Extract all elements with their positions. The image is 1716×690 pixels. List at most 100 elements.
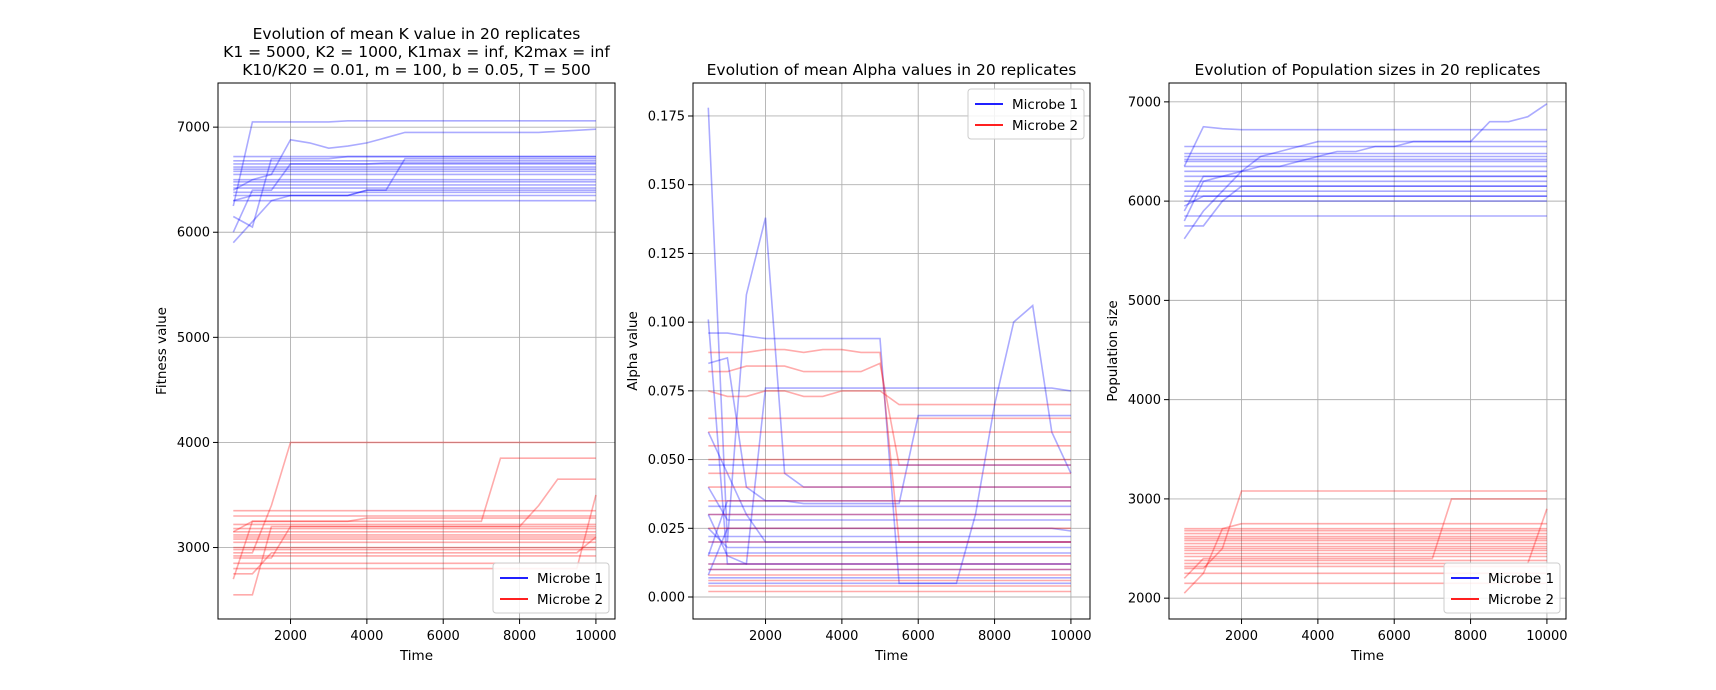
- legend: Microbe 1 Microbe 2: [967, 88, 1085, 140]
- legend-label: Microbe 2: [1012, 118, 1078, 134]
- y-tick-label: 4000: [1128, 393, 1161, 408]
- y-tick-label: 4000: [177, 436, 210, 451]
- y-tick-label: 2000: [1128, 592, 1161, 607]
- microbe-1-line: [708, 304, 1072, 585]
- legend-box: [1443, 562, 1561, 614]
- y-tick-label: 5000: [177, 331, 210, 346]
- microbe-1-line: [1183, 140, 1547, 240]
- microbe-1-line: [707, 499, 1071, 557]
- chart-title-line: Evolution of mean K value in 20 replicat…: [253, 25, 581, 43]
- microbe-1-line: [232, 157, 596, 244]
- x-tick-label: 4000: [825, 629, 858, 644]
- axes-frame: [692, 82, 1091, 620]
- x-tick-label: 2000: [274, 629, 307, 644]
- chart-title-line: K10/K20 = 0.01, m = 100, b = 0.05, T = 5…: [242, 61, 591, 79]
- y-tick-label: 3000: [177, 541, 210, 556]
- microbe-2-line: [233, 536, 597, 575]
- y-tick-label: 0.000: [648, 591, 685, 606]
- microbe-2-line: [233, 441, 596, 554]
- y-tick-label: 3000: [1128, 492, 1161, 507]
- microbe-1-line: [233, 189, 596, 202]
- y-tick-label: 6000: [177, 226, 210, 241]
- y-tick-label: 0.075: [648, 384, 685, 399]
- microbe-1-line: [707, 527, 1072, 576]
- microbe-1-line: [1183, 103, 1548, 222]
- x-axis-label: Time: [874, 648, 908, 664]
- microbe-1-line: [707, 486, 1071, 521]
- y-tick-label: 0.125: [648, 247, 685, 262]
- microbe-1-line: [707, 527, 1071, 549]
- x-tick-label: 4000: [1301, 629, 1334, 644]
- axes-frame: [1168, 82, 1567, 620]
- microbe-2-line: [233, 478, 596, 559]
- legend-box: [967, 88, 1085, 140]
- x-tick-label: 6000: [427, 629, 460, 644]
- subplot-3: 2000 4000 6000 8000 10000 2000 3000 4000 5000 600…: [1105, 61, 1568, 664]
- series-group: [1183, 103, 1548, 594]
- axes-frame: [217, 82, 616, 620]
- legend-box: [492, 562, 610, 614]
- microbe-1-line: [707, 319, 1072, 565]
- y-axis-label: Population size: [1105, 300, 1121, 401]
- microbe-2-line: [1184, 490, 1547, 570]
- subplot-1: 2000 4000 6000 8000 10000 3000 4000 5000 6000 700…: [154, 25, 617, 664]
- series-group: [232, 120, 597, 596]
- x-tick-label: 10000: [1050, 629, 1091, 644]
- legend: Microbe 1 Microbe 2: [492, 562, 610, 614]
- x-axis-label: Time: [399, 648, 433, 664]
- legend-label: Microbe 1: [1488, 571, 1554, 587]
- microbe-1-line: [232, 120, 596, 207]
- y-tick-label: 6000: [1128, 195, 1161, 210]
- microbe-1-line: [708, 356, 1071, 505]
- microbe-1-line: [1183, 175, 1547, 212]
- x-tick-label: 2000: [1225, 629, 1258, 644]
- microbe-1-line: [1183, 125, 1547, 167]
- microbe-1-line: [232, 128, 596, 191]
- microbe-2-line: [233, 525, 596, 596]
- legend-label: Microbe 1: [1012, 97, 1078, 113]
- microbe-2-line: [1183, 522, 1547, 594]
- microbe-2-line: [232, 517, 596, 580]
- chart-title-line: K1 = 5000, K2 = 1000, K1max = inf, K2max…: [223, 43, 610, 61]
- y-tick-label: 0.050: [648, 453, 685, 468]
- microbe-1-line: [232, 162, 596, 233]
- x-tick-label: 8000: [503, 629, 536, 644]
- microbe-2-line: [708, 348, 1071, 543]
- microbe-1-line: [1184, 185, 1547, 227]
- legend-label: Microbe 2: [537, 592, 603, 608]
- y-axis-label: Fitness value: [154, 307, 170, 395]
- y-tick-label: 0.175: [648, 109, 685, 124]
- y-tick-label: 0.100: [648, 316, 685, 331]
- x-tick-label: 6000: [1378, 629, 1411, 644]
- microbe-1-line: [1183, 195, 1547, 207]
- microbe-1-line: [232, 155, 596, 229]
- chart-title-line: Evolution of mean Alpha values in 20 rep…: [707, 61, 1077, 79]
- legend-label: Microbe 1: [537, 571, 603, 587]
- series-group: [707, 107, 1072, 593]
- y-tick-label: 0.025: [648, 522, 685, 537]
- microbe-1-line: [707, 431, 1071, 543]
- x-tick-label: 8000: [1454, 629, 1487, 644]
- legend: Microbe 1 Microbe 2: [1443, 562, 1561, 614]
- y-tick-label: 0.150: [648, 178, 685, 193]
- x-tick-label: 8000: [978, 629, 1011, 644]
- y-axis-label: Alpha value: [625, 311, 641, 391]
- y-tick-label: 7000: [1128, 95, 1161, 110]
- microbe-2-line: [708, 362, 1071, 466]
- subplot-2: 2000 4000 6000 8000 10000 0.000 0.025 0.050 0.07…: [625, 61, 1092, 664]
- microbe-2-line: [1183, 498, 1547, 579]
- x-tick-label: 4000: [350, 629, 383, 644]
- legend-label: Microbe 2: [1488, 592, 1554, 608]
- x-tick-label: 2000: [749, 629, 782, 644]
- x-tick-label: 10000: [575, 629, 616, 644]
- x-tick-label: 6000: [902, 629, 935, 644]
- microbe-1-line: [707, 107, 1071, 543]
- y-tick-label: 5000: [1128, 294, 1161, 309]
- chart-title-line: Evolution of Population sizes in 20 repl…: [1195, 61, 1541, 79]
- microbe-2-line: [708, 390, 1071, 406]
- microbe-1-line: [707, 514, 1071, 565]
- x-axis-label: Time: [1350, 648, 1384, 664]
- microbe-2-line: [232, 457, 596, 533]
